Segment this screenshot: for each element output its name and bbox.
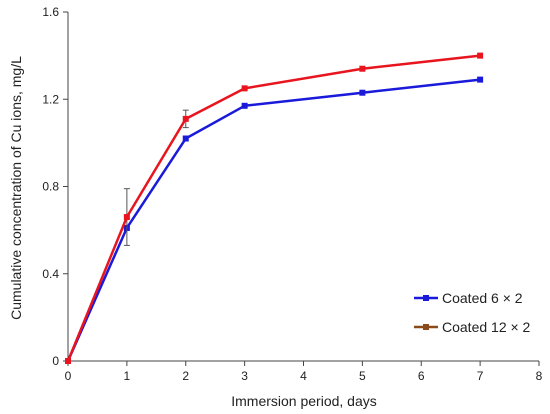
series-group [65,52,484,364]
x-tick-label: 7 [477,369,484,383]
x-tick-label: 3 [241,369,248,383]
x-tick-label: 5 [359,369,366,383]
data-point [241,102,248,109]
x-tick-label: 4 [300,369,307,383]
y-tick-label: 0 [52,354,59,368]
x-axis-title: Immersion period, days [231,393,377,409]
data-point [477,76,484,83]
legend-label: Coated 6 × 2 [442,290,523,306]
x-tick-label: 6 [418,369,425,383]
y-axis-title: Cumulative concentration of Cu ions, mg/… [8,56,24,320]
x-tick-label: 2 [182,369,189,383]
legend-swatch-marker [423,295,429,301]
y-ticks: 0 0.4 0.8 1.2 1.6 [42,5,68,368]
legend: Coated 6 × 2 Coated 12 × 2 [414,290,531,335]
x-tick-label: 1 [124,369,131,383]
series-1 [65,76,484,364]
axes [67,12,539,362]
x-tick-label: 8 [536,369,543,383]
series-2 [65,52,484,364]
legend-swatch-marker [423,324,429,330]
data-point [359,89,366,96]
series-line [66,78,481,362]
y-tick-label: 0.4 [42,267,59,281]
data-point [123,214,130,221]
legend-label: Coated 12 × 2 [442,319,531,335]
y-tick-label: 1.6 [42,5,59,19]
data-point [182,135,189,142]
x-ticks: 0 1 2 3 4 5 6 7 8 [65,361,543,383]
data-point [241,85,248,92]
series-line [66,54,481,362]
y-tick-label: 1.2 [42,92,59,106]
x-tick-label: 0 [65,369,72,383]
data-point [359,65,366,72]
data-point [65,358,71,364]
data-point [182,115,189,122]
data-point [477,52,484,59]
y-tick-label: 0.8 [42,180,59,194]
